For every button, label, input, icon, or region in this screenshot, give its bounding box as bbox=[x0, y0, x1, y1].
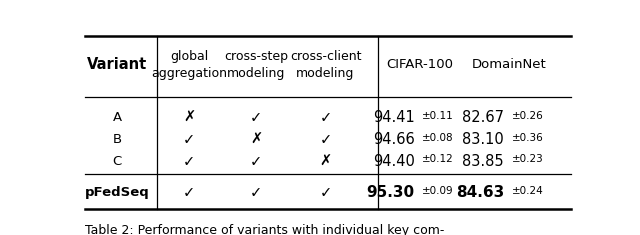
Text: ±0.08: ±0.08 bbox=[422, 133, 454, 143]
Text: ✓: ✓ bbox=[319, 132, 332, 147]
Text: ✓: ✓ bbox=[183, 185, 195, 200]
Text: ±0.12: ±0.12 bbox=[422, 154, 454, 164]
Text: C: C bbox=[113, 155, 122, 168]
Text: Table 2: Performance of variants with individual key com-: Table 2: Performance of variants with in… bbox=[85, 224, 444, 235]
Text: 83.10: 83.10 bbox=[462, 132, 504, 147]
Text: ±0.23: ±0.23 bbox=[511, 154, 543, 164]
Text: ✓: ✓ bbox=[250, 154, 262, 169]
Text: ✗: ✗ bbox=[250, 132, 262, 147]
Text: 95.30: 95.30 bbox=[367, 185, 415, 200]
Text: B: B bbox=[113, 133, 122, 146]
Text: 94.41: 94.41 bbox=[373, 110, 415, 125]
Text: ±0.24: ±0.24 bbox=[511, 186, 543, 196]
Text: cross-client
modeling: cross-client modeling bbox=[290, 50, 361, 80]
Text: pFedSeq: pFedSeq bbox=[85, 186, 150, 199]
Text: 94.66: 94.66 bbox=[373, 132, 415, 147]
Text: ✗: ✗ bbox=[319, 154, 332, 169]
Text: ✓: ✓ bbox=[250, 185, 262, 200]
Text: A: A bbox=[113, 111, 122, 124]
Text: ±0.09: ±0.09 bbox=[422, 186, 454, 196]
Text: 94.40: 94.40 bbox=[373, 154, 415, 169]
Text: CIFAR-100: CIFAR-100 bbox=[387, 58, 453, 71]
Text: ✓: ✓ bbox=[319, 185, 332, 200]
Text: ✓: ✓ bbox=[183, 154, 195, 169]
Text: ±0.26: ±0.26 bbox=[511, 111, 543, 121]
Text: ✓: ✓ bbox=[183, 132, 195, 147]
Text: ±0.11: ±0.11 bbox=[422, 111, 454, 121]
Text: 84.63: 84.63 bbox=[456, 185, 504, 200]
Text: ±0.36: ±0.36 bbox=[511, 133, 543, 143]
Text: 82.67: 82.67 bbox=[462, 110, 504, 125]
Text: DomainNet: DomainNet bbox=[472, 58, 547, 71]
Text: ✓: ✓ bbox=[250, 110, 262, 125]
Text: global
aggregation: global aggregation bbox=[151, 50, 227, 80]
Text: Variant: Variant bbox=[87, 57, 147, 72]
Text: 83.85: 83.85 bbox=[463, 154, 504, 169]
Text: cross-step
modeling: cross-step modeling bbox=[224, 50, 288, 80]
Text: ✗: ✗ bbox=[183, 110, 195, 125]
Text: ✓: ✓ bbox=[319, 110, 332, 125]
